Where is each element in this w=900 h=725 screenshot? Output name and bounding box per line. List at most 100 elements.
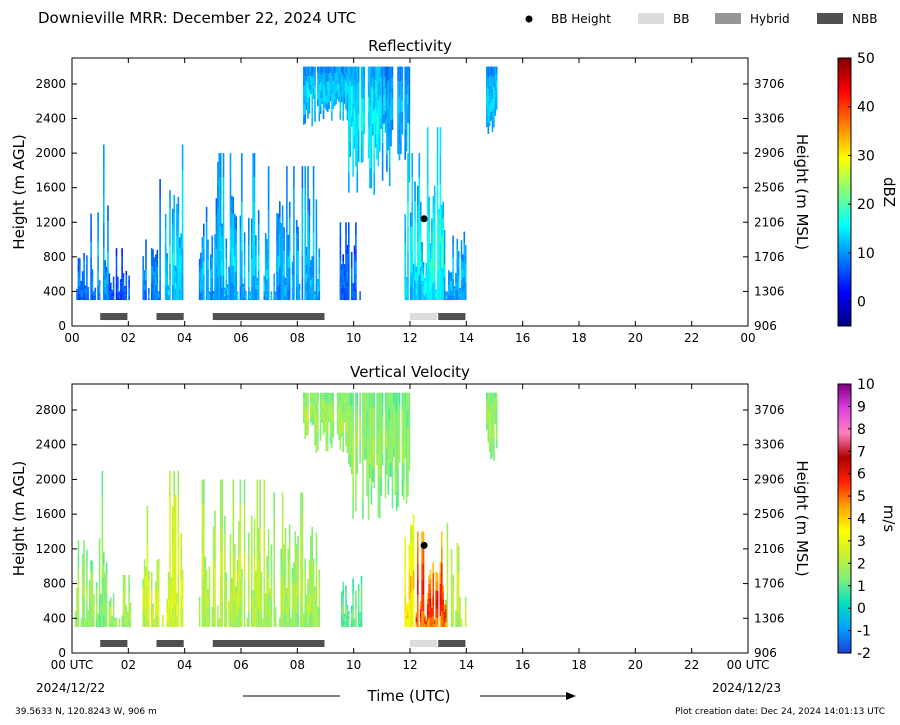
echo-cell	[343, 276, 346, 283]
echo-cell	[231, 618, 233, 627]
echo-cell	[243, 528, 246, 554]
echo-cell	[214, 607, 216, 627]
echo-cell	[407, 76, 409, 86]
echo-cell	[110, 617, 112, 623]
echo-cell	[252, 602, 254, 609]
echo-cell	[307, 110, 309, 119]
echo-cell	[112, 280, 115, 285]
echo-cell	[345, 620, 347, 627]
echo-cell	[441, 547, 443, 564]
echo-cell	[493, 426, 495, 439]
echo-cell	[486, 117, 488, 128]
echo-cell	[77, 583, 80, 599]
echo-cell	[457, 251, 460, 260]
echo-cell	[363, 66, 366, 78]
echo-cell	[308, 249, 311, 267]
echo-cell	[256, 292, 259, 297]
echo-cell	[305, 81, 308, 89]
echo-cell	[436, 271, 439, 300]
echo-cell	[108, 622, 111, 627]
echo-cell	[412, 570, 415, 590]
echo-cell	[260, 581, 263, 591]
echo-cell	[239, 553, 242, 578]
echo-cell	[397, 139, 399, 155]
echo-cell	[403, 464, 405, 482]
echo-cell	[398, 439, 401, 451]
echo-cell	[146, 566, 149, 587]
echo-cell	[388, 462, 391, 477]
echo-cell	[408, 105, 411, 125]
echo-cell	[412, 608, 415, 627]
echo-cell	[401, 100, 404, 112]
echo-cell	[307, 66, 309, 76]
echo-cell	[214, 256, 216, 268]
echo-cell	[219, 202, 222, 227]
echo-cell	[346, 443, 349, 454]
echo-cell	[304, 188, 306, 211]
echo-cell	[80, 284, 83, 288]
echo-cell	[445, 295, 447, 298]
echo-cell	[166, 276, 168, 285]
echo-cell	[87, 621, 90, 625]
echo-cell	[255, 617, 257, 627]
echo-cell	[369, 107, 371, 128]
y-tick-label-right: 3706	[754, 77, 785, 91]
echo-cell	[449, 286, 451, 291]
echo-cell	[221, 479, 223, 505]
echo-cell	[314, 103, 316, 113]
echo-cell	[424, 620, 426, 623]
echo-cell	[433, 621, 436, 623]
echo-cell	[314, 292, 316, 295]
echo-cell	[342, 292, 344, 300]
echo-cell	[439, 572, 442, 584]
echo-cell	[86, 277, 88, 286]
echo-cell	[87, 297, 90, 301]
echo-cell	[217, 254, 219, 278]
echo-cell	[263, 292, 266, 297]
echo-cell	[439, 562, 442, 573]
echo-cell	[203, 479, 205, 505]
echo-cell	[84, 287, 87, 291]
echo-cell	[419, 605, 422, 610]
echo-cell	[86, 262, 88, 271]
echo-cell	[338, 96, 340, 102]
echo-cell	[343, 402, 346, 408]
echo-cell	[218, 177, 221, 203]
echo-cell	[111, 617, 113, 620]
echo-cell	[205, 237, 208, 254]
echo-cell	[386, 119, 388, 137]
echo-cell	[207, 239, 209, 250]
echo-cell	[433, 622, 436, 624]
echo-cell	[304, 400, 306, 409]
echo-cell	[242, 297, 244, 300]
echo-cell	[362, 456, 364, 478]
echo-cell	[101, 574, 104, 601]
echo-cell	[128, 609, 130, 619]
echo-cell	[181, 144, 184, 171]
echo-region	[446, 522, 467, 627]
echo-cell	[157, 295, 160, 298]
echo-cell	[329, 435, 332, 444]
echo-cell	[391, 108, 394, 120]
x-tick-label: 12	[402, 331, 417, 345]
echo-cell	[415, 266, 418, 273]
echo-cell	[429, 598, 432, 608]
echo-cell	[452, 257, 454, 268]
echo-cell	[353, 121, 356, 136]
echo-cell	[463, 243, 466, 255]
echo-cell	[81, 290, 84, 296]
echo-cell	[112, 593, 115, 599]
echo-cell	[201, 528, 204, 554]
echo-cell	[359, 404, 361, 417]
echo-cell	[455, 295, 457, 300]
echo-cell	[98, 582, 101, 598]
echo-cell	[76, 296, 78, 299]
echo-cell	[355, 602, 357, 609]
echo-cell	[256, 285, 259, 289]
echo-cell	[370, 147, 373, 168]
echo-cell	[142, 270, 144, 279]
echo-cell	[449, 290, 451, 296]
echo-cell	[452, 278, 454, 290]
echo-cell	[162, 621, 164, 623]
echo-cell	[321, 91, 323, 98]
